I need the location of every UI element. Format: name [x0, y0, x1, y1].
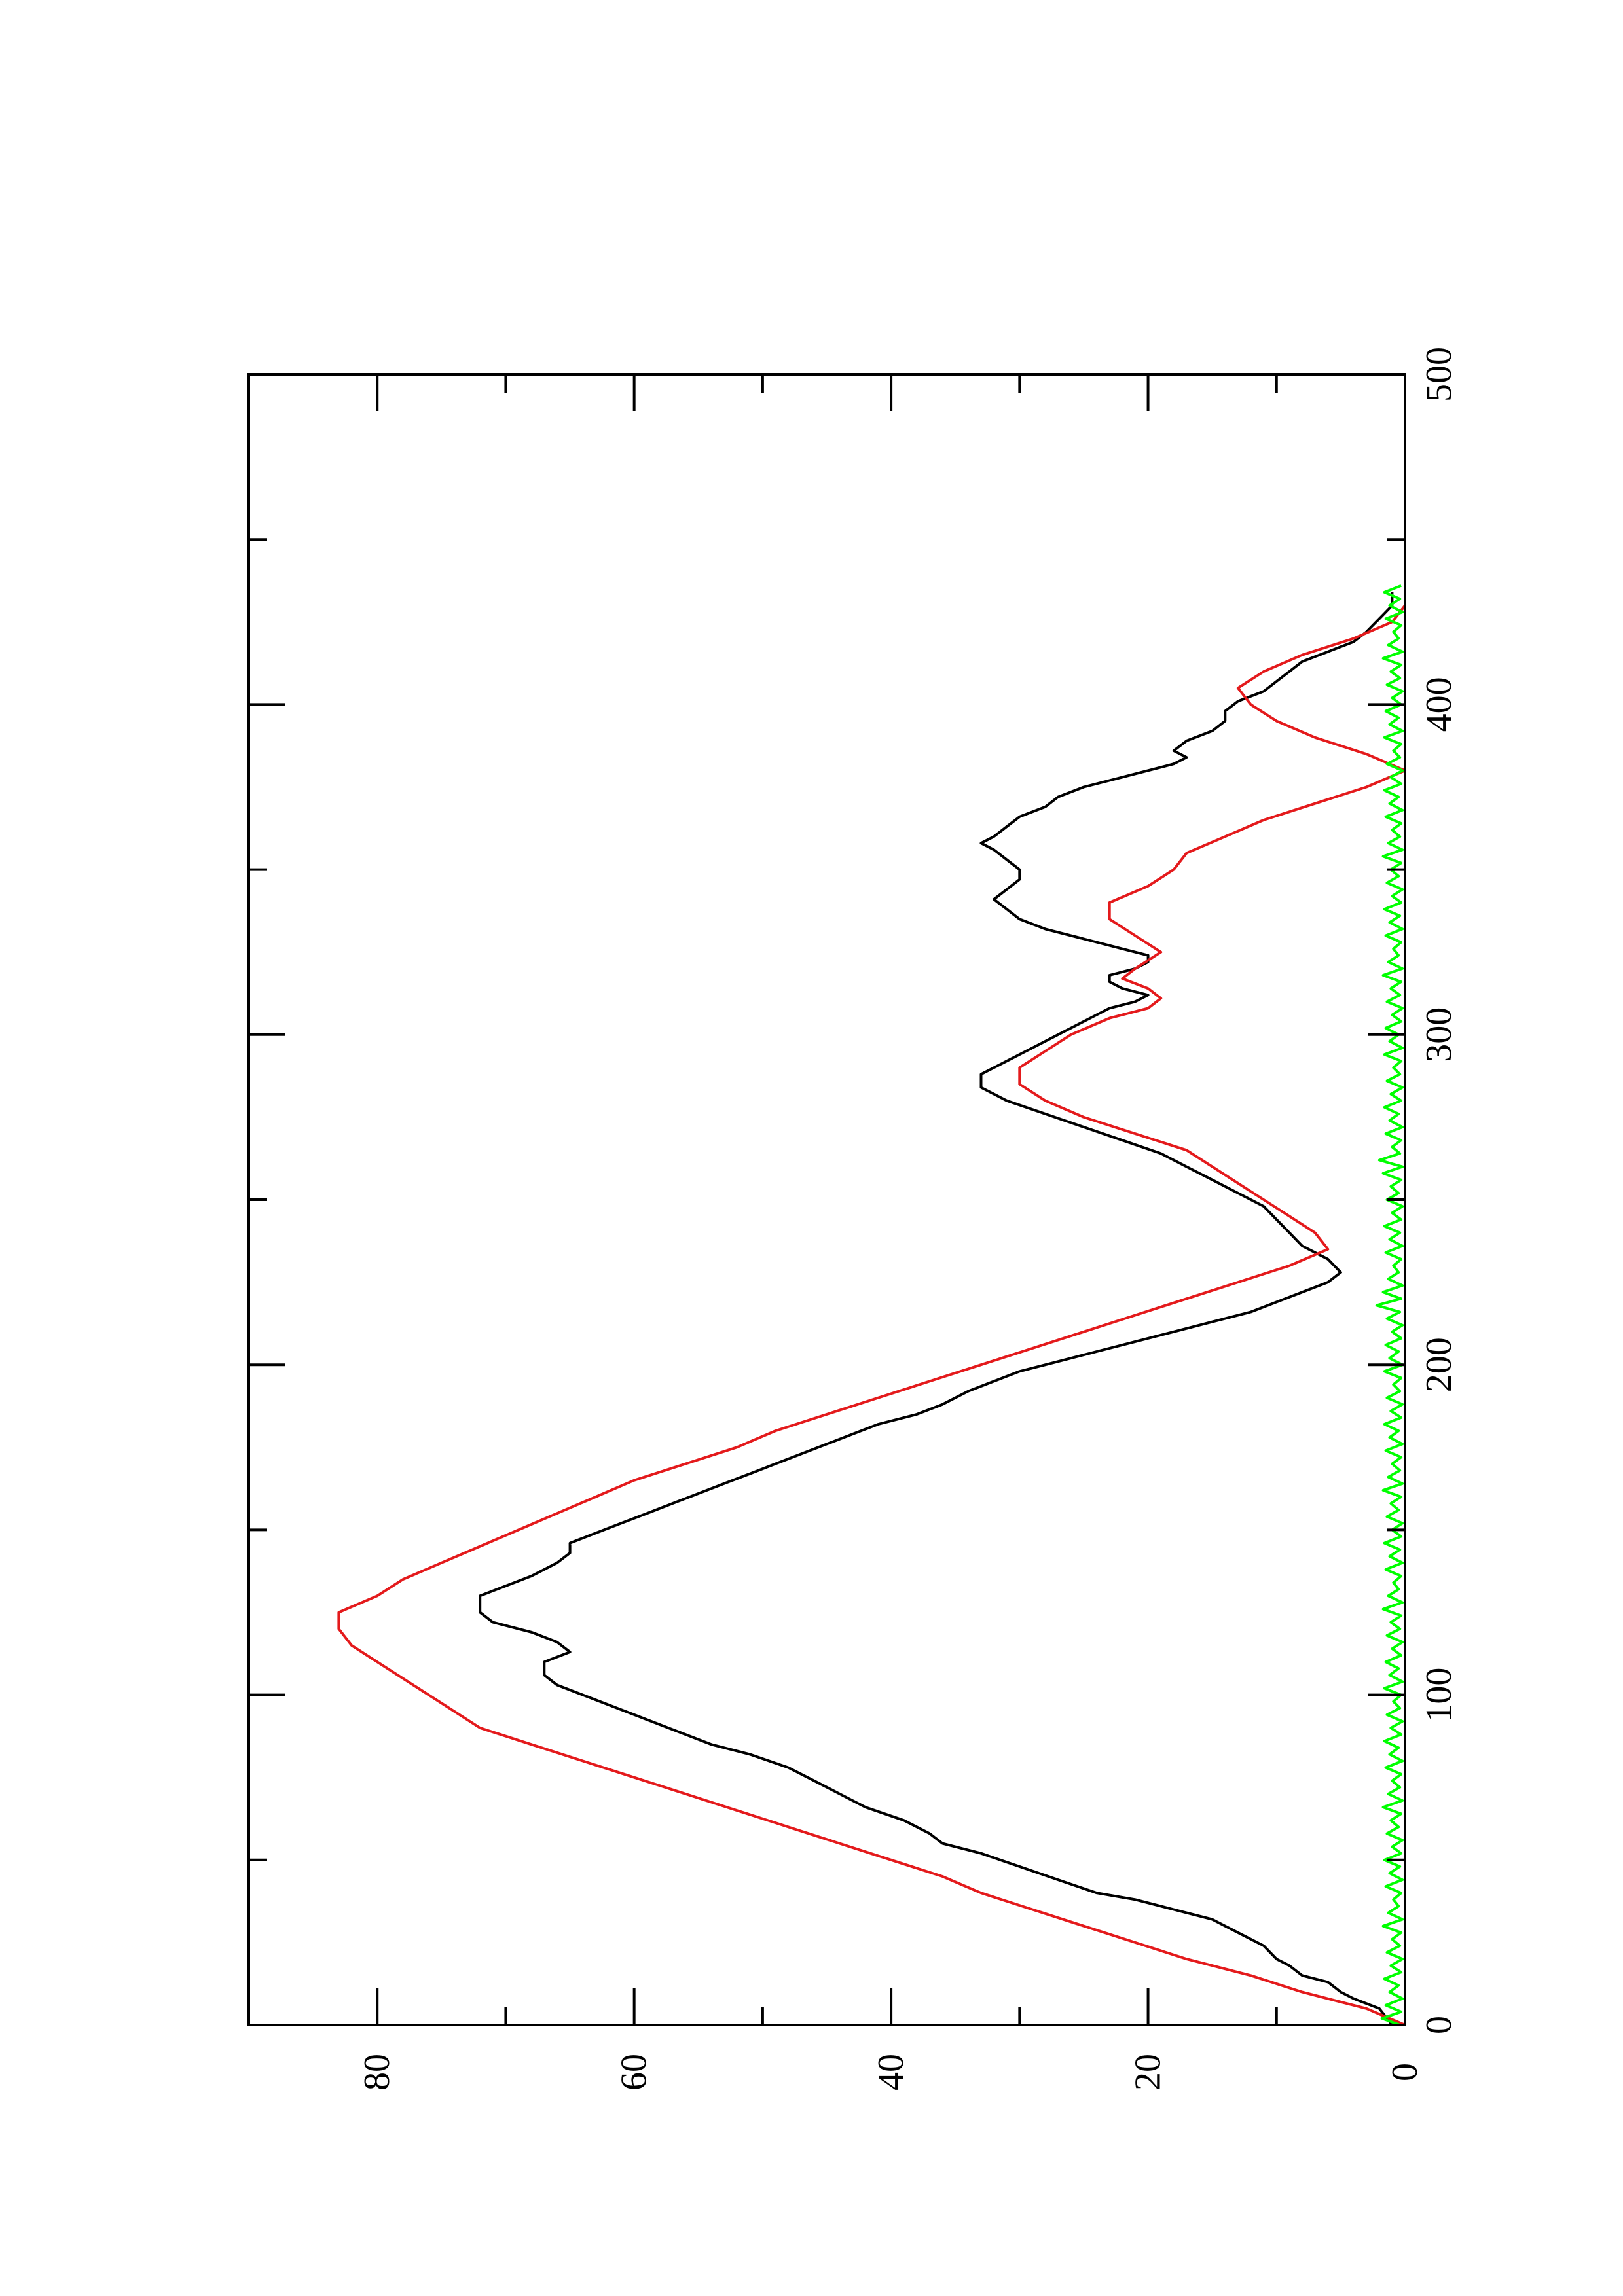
- x-tick-label: 100: [1419, 1668, 1459, 1723]
- series-line-2: [337, 604, 1406, 2026]
- x-tick-label: 500: [1419, 347, 1459, 402]
- series-line-3: [1375, 584, 1404, 2026]
- tick-layer: 0 100 200 300 400 500 0 20 40 60 80: [249, 347, 1459, 2090]
- x-tick-label: 0: [1419, 2016, 1459, 2034]
- y-tick-label: 40: [871, 2054, 911, 2090]
- y-tick-label: 80: [357, 2054, 397, 2090]
- y-tick-label: 60: [614, 2054, 655, 2090]
- plot-frame: [247, 373, 1406, 2026]
- series-layer: [337, 584, 1406, 2026]
- y-tick-label: 0: [1385, 2063, 1425, 2081]
- x-tick-label: 300: [1419, 1007, 1459, 1062]
- series-line-1: [479, 592, 1394, 2026]
- x-tick-label: 400: [1419, 677, 1459, 732]
- x-tick-label: 200: [1419, 1337, 1459, 1392]
- y-tick-label: 20: [1128, 2054, 1169, 2090]
